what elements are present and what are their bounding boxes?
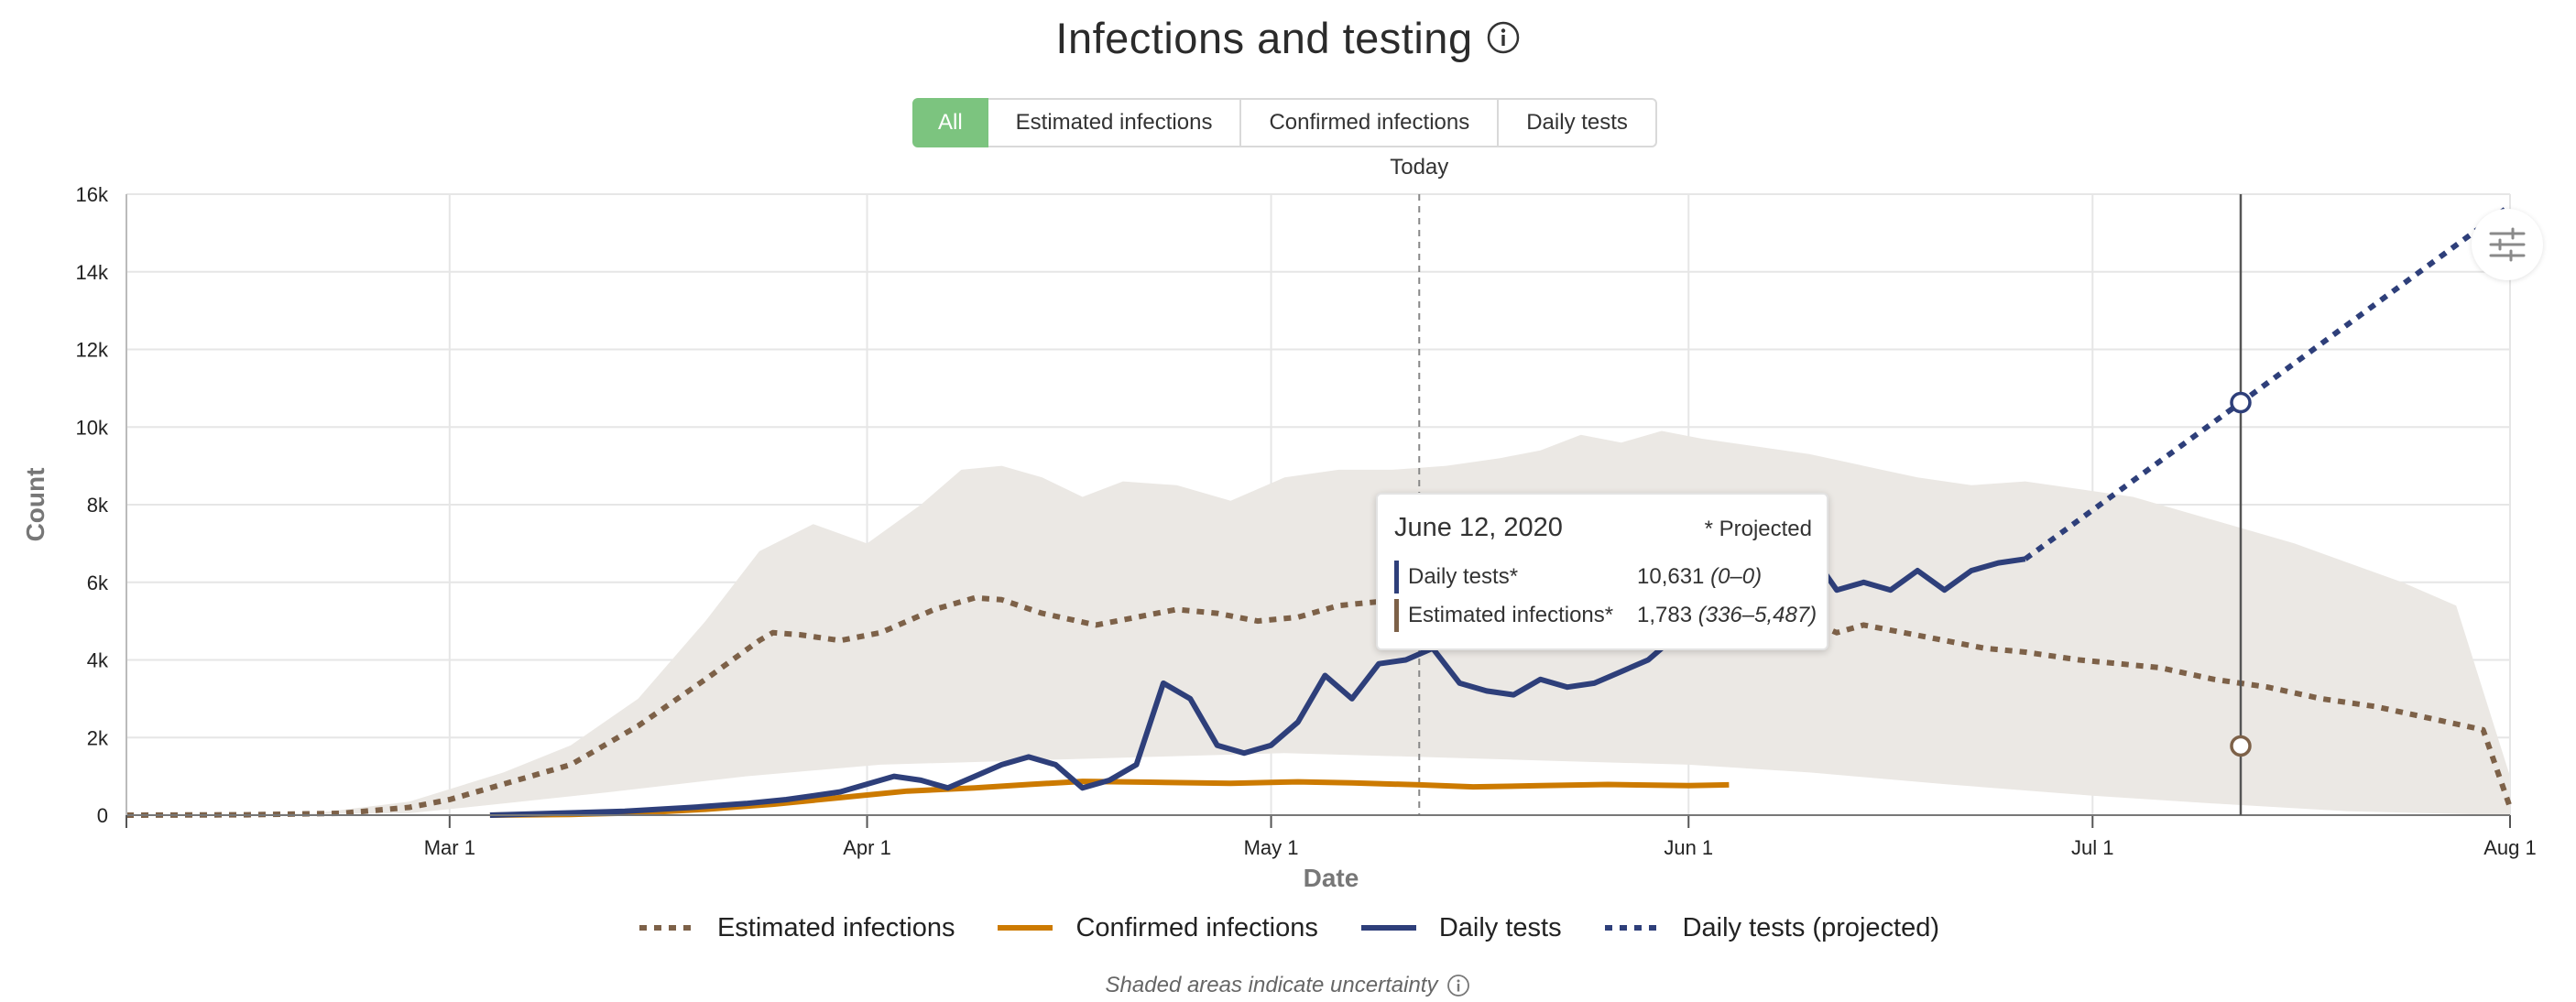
legend-item-estimated-infections[interactable]: Estimated infections <box>637 913 955 943</box>
estimated-infections-uncertainty-band <box>126 430 2510 815</box>
y-tick-label: 14k <box>76 261 109 284</box>
tab-daily-tests[interactable]: Daily tests <box>1499 98 1657 147</box>
y-tick-label: 16k <box>76 183 109 206</box>
tooltip-row-estimated-infections: Estimated infections* 1,783 (336–5,487) <box>1394 599 1817 632</box>
tab-estimated-infections[interactable]: Estimated infections <box>988 98 1242 147</box>
chart-legend: Estimated infections Confirmed infection… <box>0 905 2576 951</box>
info-circle-icon[interactable] <box>1486 20 1521 55</box>
y-tick-label: 2k <box>87 726 109 749</box>
legend-label: Confirmed infections <box>1075 912 1318 942</box>
x-tick-label: Jun 1 <box>1664 836 1713 859</box>
y-tick-label: 12k <box>76 339 109 362</box>
uncertainty-band-layer <box>126 430 2510 815</box>
series-line-confirmed-infections <box>489 779 1730 818</box>
tooltip-value-range: (0–0) <box>1710 564 1763 589</box>
tab-all[interactable]: All <box>912 98 988 147</box>
x-tick-label: May 1 <box>1244 836 1299 859</box>
tooltip-value-number: 10,631 <box>1637 564 1705 589</box>
tooltip-color-swatch <box>1394 599 1399 632</box>
tab-confirmed-infections[interactable]: Confirmed infections <box>1241 98 1500 147</box>
tooltip-date: June 12, 2020 <box>1394 513 1563 542</box>
hover-layer <box>2230 194 2252 815</box>
legend-label: Estimated infections <box>716 912 955 942</box>
x-axis-title: Date <box>1304 864 1359 892</box>
y-axis-title: Count <box>21 468 49 542</box>
tooltip-series-name: Estimated infections* <box>1408 603 1614 627</box>
tooltip-projected-note: * Projected <box>1704 517 1812 541</box>
x-tick-label: Mar 1 <box>424 836 475 859</box>
hover-marker <box>2230 735 2252 757</box>
legend-label: Daily tests (projected) <box>1682 912 1940 942</box>
tooltip-value: 10,631 (0–0) <box>1637 564 1762 590</box>
y-tick-label: 6k <box>87 572 109 594</box>
y-tick-label: 8k <box>87 494 109 517</box>
today-label: Today <box>1390 155 1448 180</box>
tooltip-series-name: Daily tests* <box>1408 564 1519 589</box>
y-tick-label: 0 <box>97 804 108 827</box>
series-line-estimated-infections <box>126 594 2513 818</box>
legend-swatch <box>639 925 694 931</box>
y-tick-label: 10k <box>76 416 109 439</box>
series-line-daily-tests-projected <box>2024 203 2512 561</box>
info-circle-icon[interactable] <box>1446 974 1470 997</box>
x-tick-label: Apr 1 <box>843 836 891 859</box>
series-filter-tabs: All Estimated infections Confirmed infec… <box>912 98 1657 147</box>
uncertainty-footnote: Shaded areas indicate uncertainty <box>0 969 2576 1002</box>
sliders-icon <box>2489 227 2526 262</box>
hover-marker <box>2230 391 2252 414</box>
chart-settings-button[interactable] <box>2472 209 2543 280</box>
tooltip-value-range: (336–5,487) <box>1697 603 1817 627</box>
footnote-text: Shaded areas indicate uncertainty <box>1105 973 1438 997</box>
legend-swatch <box>998 925 1053 931</box>
legend-swatch <box>1604 925 1660 931</box>
hover-tooltip: June 12, 2020 * Projected Daily tests* 1… <box>1376 493 1828 650</box>
y-tick-label: 4k <box>87 649 109 672</box>
legend-item-confirmed-infections[interactable]: Confirmed infections <box>995 912 1318 943</box>
tooltip-value: 1,783 (336–5,487) <box>1637 603 1817 628</box>
chart-header: Infections and testing <box>0 5 2576 70</box>
x-tick-label: Aug 1 <box>2483 836 2537 859</box>
x-tick-label: Jul 1 <box>2071 836 2113 859</box>
legend-swatch <box>1360 925 1416 931</box>
axis-layer: 0 2k 4k 6k 8k 10k 12k 14k 16k Mar 1 Apr 1 May 1 Jun … <box>21 183 2537 892</box>
legend-label: Daily tests <box>1438 912 1562 942</box>
chart-title: Infections and testing <box>1055 13 1473 62</box>
tooltip-color-swatch <box>1394 561 1399 594</box>
legend-item-daily-tests-projected[interactable]: Daily tests (projected) <box>1602 913 1939 943</box>
legend-item-daily-tests[interactable]: Daily tests <box>1359 913 1562 943</box>
tooltip-value-number: 1,783 <box>1637 603 1693 627</box>
tooltip-row-daily-tests: Daily tests* 10,631 (0–0) <box>1394 561 1762 594</box>
